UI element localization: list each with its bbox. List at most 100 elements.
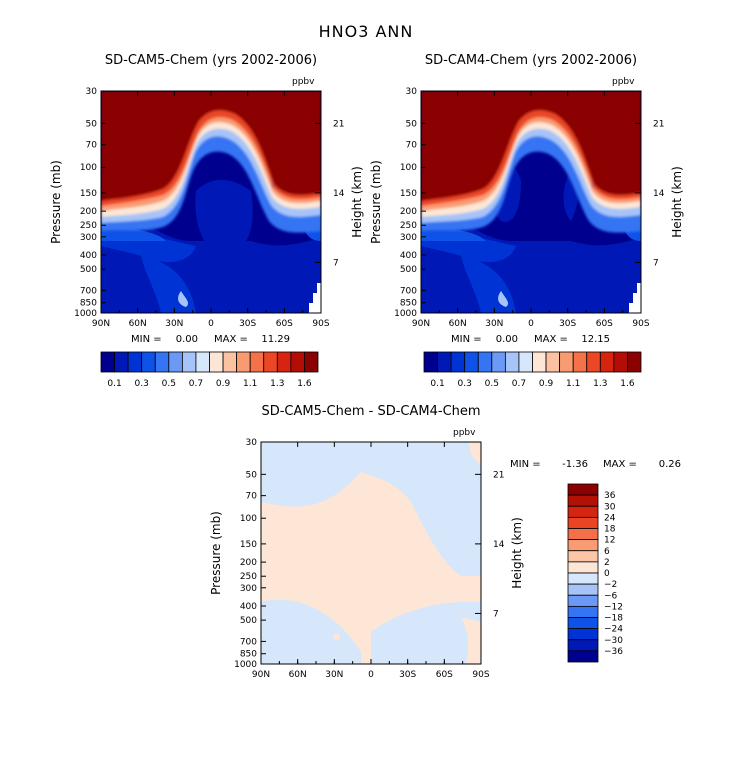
panel-cam5-ytick-right-label: 21 xyxy=(333,119,344,129)
panel-cam5-ylabel-right: Height (km) xyxy=(350,166,364,237)
panel-diff-xtick-label: 60S xyxy=(436,670,453,680)
panel-diff-colorbar-box xyxy=(567,539,599,552)
panel-cam4-colorbar-box xyxy=(477,351,493,373)
panel-cam4-stats: MIN = 0.00 MAX = 12.15 xyxy=(451,334,610,345)
panel-diff-colorbar-label: 24 xyxy=(604,513,616,523)
panel-cam4-colorbar-box xyxy=(423,351,438,373)
panel-cam5-colorbar-box xyxy=(276,351,292,373)
panel-cam4-ylabel-right: Height (km) xyxy=(670,166,684,237)
panel-cam5-ytick-right-label: 7 xyxy=(333,258,339,268)
panel-diff-colorbar-box xyxy=(567,594,599,607)
panel-cam4-colorbar-box xyxy=(627,351,642,373)
panel-cam4-units: ppbv xyxy=(612,77,635,87)
panel-diff-ytick-label: 100 xyxy=(240,514,257,524)
panel-cam5-colorbar-box xyxy=(100,351,115,373)
panel-cam4-colorbar-box xyxy=(450,351,466,373)
panel-cam5-colorbar-box xyxy=(236,351,251,373)
panel-cam5-ytick-label: 100 xyxy=(80,163,97,173)
panel-diff-colorbar-box xyxy=(567,483,599,496)
panel-cam5-colorbar-box xyxy=(290,351,305,373)
panel-cam4-ytick-label: 1000 xyxy=(394,309,417,319)
panel-cam4-colorbar-box xyxy=(504,351,520,373)
panel-diff-colorbar-box xyxy=(567,572,599,585)
panel-cam5: SD-CAM5-Chem (yrs 2002-2006) ppbv xyxy=(49,53,364,389)
panel-diff-title: SD-CAM5-Chem - SD-CAM4-Chem xyxy=(261,404,480,419)
panel-diff-colorbar-label: −18 xyxy=(604,614,623,624)
panel-cam5-colorbar-label: 1.3 xyxy=(270,379,284,389)
panel-cam4-colorbar-label: 0.3 xyxy=(458,379,472,389)
panel-diff-max-value: 0.26 xyxy=(659,459,681,470)
panel-cam4-ytick-label: 100 xyxy=(400,163,417,173)
panel-cam5-xtick-label: 90S xyxy=(312,319,329,329)
panel-diff-colorbar-label: 2 xyxy=(604,558,610,568)
panel-cam4: SD-CAM4-Chem (yrs 2002-2006) ppbv xyxy=(369,53,684,389)
panel-cam5-xtick-label: 30S xyxy=(239,319,256,329)
panel-cam5-xtick-label: 60S xyxy=(276,319,293,329)
panel-diff-ytick-right-label: 14 xyxy=(493,540,505,550)
panel-diff-ytick-label: 150 xyxy=(240,540,257,550)
panel-diff-xtick-label: 30S xyxy=(399,670,416,680)
panel-cam5-ytick-label: 250 xyxy=(80,221,97,231)
panel-cam4-colorbar-label: 1.6 xyxy=(620,379,635,389)
panel-cam5-min-label: MIN = xyxy=(131,334,162,345)
panel-cam4-title: SD-CAM4-Chem (yrs 2002-2006) xyxy=(425,53,637,68)
panel-cam5-xtick-label: 30N xyxy=(165,319,183,329)
panel-cam4-xtick-label: 60N xyxy=(449,319,467,329)
panel-cam5-colorbar-label: 0.7 xyxy=(189,379,203,389)
panel-diff-colorbar-box xyxy=(567,617,599,630)
panel-cam5-colorbar-label: 1.1 xyxy=(243,379,257,389)
panel-cam5-min-value: 0.00 xyxy=(176,334,198,345)
panel-cam4-colorbar-label: 1.1 xyxy=(566,379,580,389)
panel-cam4-max-value: 12.15 xyxy=(581,334,610,345)
panel-cam4-xtick-label: 30S xyxy=(559,319,576,329)
panel-diff-xtick-label: 0 xyxy=(368,670,374,680)
panel-cam4-colorbar-label: 0.5 xyxy=(485,379,499,389)
panel-cam4-colorbar-box xyxy=(599,351,615,373)
panel-cam5-ytick-label: 200 xyxy=(80,207,97,217)
panel-cam5-ytick-label: 850 xyxy=(80,299,97,309)
panel-cam4-colorbar-box xyxy=(518,351,533,373)
panel-diff-ytick-label: 50 xyxy=(246,470,258,480)
panel-cam4-colorbar-box xyxy=(559,351,574,373)
panel-diff-colorbar-box xyxy=(567,561,599,574)
panel-cam5-ytick-label: 70 xyxy=(86,141,98,151)
panel-cam4-ytick-label: 150 xyxy=(400,189,417,199)
panel-cam5-units: ppbv xyxy=(292,77,315,87)
panel-cam5-colorbar-box xyxy=(209,351,224,373)
panel-cam5-colorbar-box xyxy=(195,351,210,373)
panel-cam5-stats: MIN = 0.00 MAX = 11.29 xyxy=(131,334,290,345)
panel-diff-colorbar-box xyxy=(567,605,599,618)
panel-cam4-ytick-label: 400 xyxy=(400,251,417,261)
panel-cam4-colorbar-label: 0.9 xyxy=(539,379,554,389)
panel-cam4-colorbar-box xyxy=(613,351,628,373)
panel-cam4-colorbar-box xyxy=(464,351,479,373)
panel-diff-colorbar-label: −6 xyxy=(604,591,618,601)
panel-cam5-colorbar-box xyxy=(127,351,143,373)
panel-cam4-ytick-right-label: 14 xyxy=(653,189,665,199)
panel-cam4-ylabel: Pressure (mb) xyxy=(369,160,383,244)
panel-diff-max-label: MAX = xyxy=(603,459,637,470)
panel-cam4-colorbar-label: 0.1 xyxy=(430,379,444,389)
panel-cam4-colorbar-box xyxy=(572,351,588,373)
panel-cam4-ytick-label: 250 xyxy=(400,221,417,231)
panel-cam5-field xyxy=(101,91,321,313)
panel-diff-min-value: -1.36 xyxy=(562,459,588,470)
panel-cam5-colorbar-label: 1.6 xyxy=(297,379,312,389)
panel-diff-colorbar-label: −12 xyxy=(604,602,623,612)
panel-cam5-colorbar-box xyxy=(249,351,265,373)
panel-cam4-ytick-right-label: 7 xyxy=(653,258,659,268)
panel-cam4-xtick-label: 60S xyxy=(596,319,613,329)
panel-cam4-colorbar-box xyxy=(437,351,452,373)
panel-diff-colorbar-label: −24 xyxy=(604,625,623,635)
panel-diff-colorbar-box xyxy=(567,650,599,663)
panel-cam5-colorbar-box xyxy=(154,351,170,373)
panel-cam5-colorbar-label: 0.9 xyxy=(216,379,231,389)
panel-cam4-xtick-label: 90S xyxy=(632,319,649,329)
panel-cam5-colorbar-label: 0.1 xyxy=(107,379,121,389)
panel-cam4-min-label: MIN = xyxy=(451,334,482,345)
panel-diff-ylabel: Pressure (mb) xyxy=(209,511,223,595)
panel-cam5-max-label: MAX = xyxy=(214,334,248,345)
panel-cam5-ytick-right-label: 14 xyxy=(333,189,345,199)
panel-cam5-colorbar-label: 0.5 xyxy=(162,379,176,389)
panel-diff-ytick-label: 700 xyxy=(240,637,257,647)
